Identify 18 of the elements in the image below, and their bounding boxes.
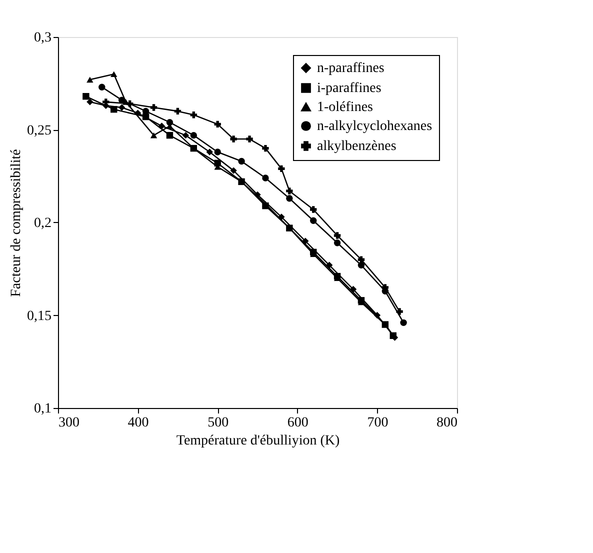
y-tick-label: 0,2 — [34, 216, 52, 231]
x-tick-label: 600 — [287, 416, 308, 430]
legend-label: i-paraffines — [317, 81, 382, 96]
x-tick-label: 400 — [128, 416, 149, 430]
x-tick-label: 500 — [208, 416, 229, 430]
y-tick-label: 0,15 — [27, 308, 52, 324]
y-axis-title: Facteur de compressibilité — [9, 149, 24, 297]
y-tick-label: 0,25 — [27, 123, 52, 138]
y-tick-label: 0,1 — [34, 402, 52, 416]
legend-label: alkylbenzènes — [317, 139, 396, 154]
legend-label: n-paraffines — [317, 61, 384, 76]
y-tick-label: 0,3 — [34, 30, 52, 46]
x-tick-label: 800 — [436, 416, 458, 430]
legend-label: n-alkylcyclohexanes — [317, 119, 432, 134]
x-tick-label: 700 — [367, 416, 388, 430]
x-axis-title: Température d'ébulliyion (K) — [176, 434, 340, 448]
x-tick-label: 300 — [58, 416, 80, 430]
legend-label: 1-oléfines — [317, 100, 373, 115]
